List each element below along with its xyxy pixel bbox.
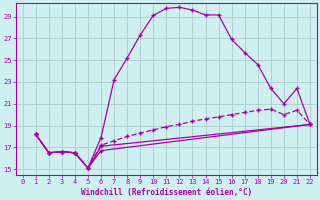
X-axis label: Windchill (Refroidissement éolien,°C): Windchill (Refroidissement éolien,°C) xyxy=(81,188,252,197)
